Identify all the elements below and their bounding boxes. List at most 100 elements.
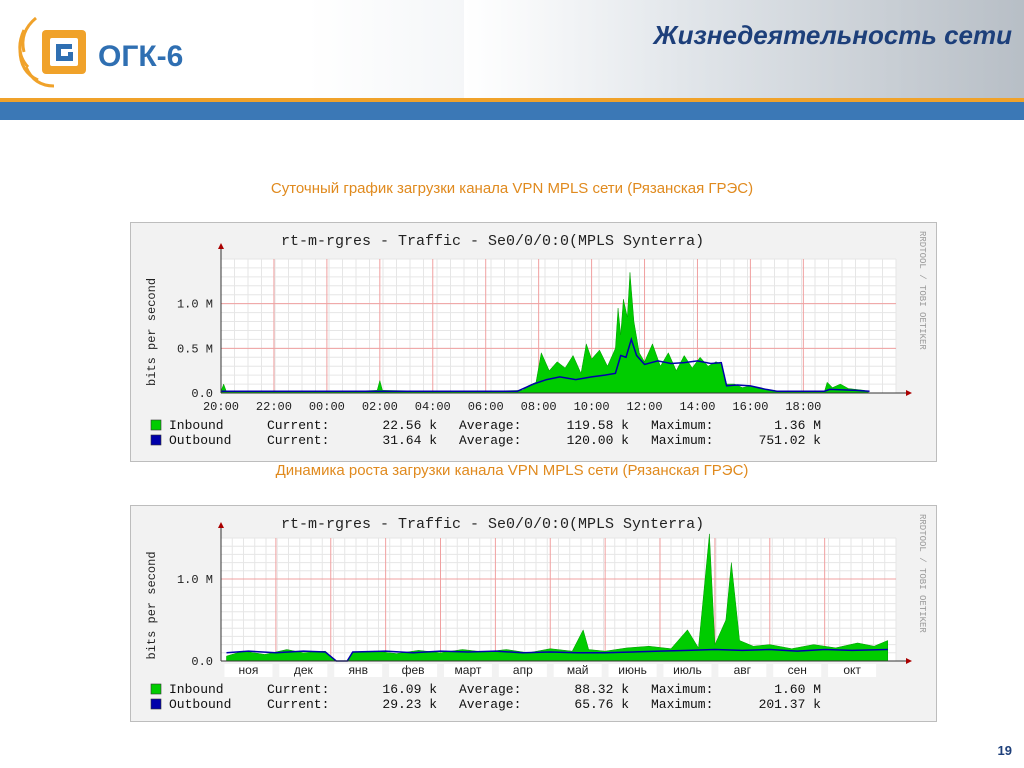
daily-traffic-chart-panel: rt-m-rgres - Traffic - Se0/0/0:0(MPLS Sy…	[130, 222, 937, 462]
x-tick-label: 16:00	[732, 400, 768, 414]
x-tick-label: 00:00	[309, 400, 345, 414]
series-outbound-line	[226, 648, 888, 662]
x-tick-label: 14:00	[679, 400, 715, 414]
page-title: Жизнедеятельность сети	[653, 20, 1013, 50]
x-axis-arrow	[906, 658, 912, 664]
x-tick-label-bg	[389, 664, 438, 677]
growth-traffic-chart: rt-m-rgres - Traffic - Se0/0/0:0(MPLS Sy…	[145, 514, 927, 712]
x-tick-label: сен	[788, 663, 807, 677]
x-tick-label: 18:00	[785, 400, 821, 414]
legend-text: Average:	[459, 418, 521, 433]
x-tick-label: 22:00	[256, 400, 292, 414]
x-tick-label: 10:00	[574, 400, 610, 414]
y-axis-arrow	[218, 243, 224, 249]
x-tick-label: ноя	[239, 663, 259, 677]
x-tick-label-bg	[498, 664, 547, 677]
x-tick-label: апр	[513, 663, 533, 677]
x-tick-label-bg	[663, 664, 712, 677]
y-axis-label: bits per second	[145, 551, 159, 659]
legend-text: Average:	[459, 433, 521, 448]
x-tick-label: 20:00	[203, 400, 239, 414]
x-tick-label: 02:00	[362, 400, 398, 414]
x-axis-arrow	[906, 390, 912, 396]
page-number: 19	[997, 743, 1012, 758]
logo-graphic: ОГК-6	[18, 16, 183, 88]
legend-text: 1.36 M	[774, 418, 821, 433]
x-tick-label-bg	[443, 664, 492, 677]
header-rule-blue	[0, 102, 1024, 120]
legend-text: 16.09 k	[382, 682, 437, 697]
legend-text: Maximum:	[651, 682, 713, 697]
x-tick-label-bg	[828, 664, 877, 677]
y-tick-label: 1.0 M	[177, 573, 213, 587]
legend-text: 88.32 k	[574, 682, 629, 697]
rrdtool-side-label: RRDTOOL / TOBI OETIKER	[917, 514, 927, 633]
y-axis-arrow	[218, 522, 224, 528]
x-tick-label: фев	[402, 663, 425, 677]
legend-text: Inbound	[169, 418, 224, 433]
x-tick-label: дек	[294, 663, 314, 677]
x-tick-label: 06:00	[468, 400, 504, 414]
chart-title: rt-m-rgres - Traffic - Se0/0/0:0(MPLS Sy…	[281, 516, 704, 533]
x-tick-label-bg	[608, 664, 657, 677]
x-tick-label: март	[455, 663, 482, 677]
legend-text: Maximum:	[651, 697, 713, 712]
company-logo: ОГК-6	[14, 12, 224, 90]
x-tick-label: 08:00	[521, 400, 557, 414]
logo-text: ОГК-6	[98, 40, 183, 73]
legend-text: 29.23 k	[382, 697, 437, 712]
legend-text: 201.37 k	[759, 697, 822, 712]
legend-text: 65.76 k	[574, 697, 629, 712]
x-tick-label-bg	[334, 664, 383, 677]
legend-swatch-outbound	[150, 698, 162, 710]
legend-text: Current:	[267, 682, 329, 697]
x-tick-label-bg	[224, 664, 273, 677]
legend-text: Outbound	[169, 433, 231, 448]
daily-traffic-chart: rt-m-rgres - Traffic - Se0/0/0:0(MPLS Sy…	[145, 231, 927, 448]
rrdtool-side-label: RRDTOOL / TOBI OETIKER	[917, 231, 927, 350]
y-tick-label: 0.5 M	[177, 342, 213, 356]
x-tick-label: июнь	[618, 663, 647, 677]
y-axis-label: bits per second	[145, 278, 159, 386]
legend-text: Average:	[459, 682, 521, 697]
x-tick-label: янв	[348, 663, 368, 677]
y-tick-label: 0.0	[191, 387, 213, 401]
legend-swatch-outbound	[150, 434, 162, 446]
legend-swatch-inbound	[150, 683, 162, 695]
growth-chart-caption: Динамика роста загрузки канала VPN MPLS …	[275, 462, 749, 479]
x-tick-label-bg	[279, 664, 328, 677]
chart-title: rt-m-rgres - Traffic - Se0/0/0:0(MPLS Sy…	[281, 233, 704, 250]
legend-text: Current:	[267, 418, 329, 433]
legend-text: Current:	[267, 697, 329, 712]
x-tick-label: май	[567, 663, 589, 677]
legend-text: Maximum:	[651, 433, 713, 448]
x-tick-label: 04:00	[415, 400, 451, 414]
x-tick-label: авг	[734, 663, 752, 677]
x-tick-label: июль	[673, 663, 702, 677]
legend-text: 31.64 k	[382, 433, 437, 448]
legend-text: 751.02 k	[759, 433, 822, 448]
header-rule-orange	[0, 98, 1024, 102]
legend-text: Outbound	[169, 697, 231, 712]
x-tick-label-bg	[718, 664, 767, 677]
x-tick-label-bg	[773, 664, 822, 677]
x-tick-label: окт	[843, 663, 861, 677]
legend-text: 120.00 k	[567, 433, 630, 448]
legend-text: Average:	[459, 697, 521, 712]
legend-text: Current:	[267, 433, 329, 448]
y-tick-label: 0.0	[191, 655, 213, 669]
growth-traffic-chart-panel: rt-m-rgres - Traffic - Se0/0/0:0(MPLS Sy…	[130, 505, 937, 722]
legend-text: 119.58 k	[567, 418, 630, 433]
x-tick-label: 12:00	[627, 400, 663, 414]
legend-text: Maximum:	[651, 418, 713, 433]
legend-text: 22.56 k	[382, 418, 437, 433]
series-outbound-line	[221, 336, 870, 392]
y-tick-label: 1.0 M	[177, 298, 213, 312]
legend-swatch-inbound	[150, 419, 162, 431]
header-photo-banner	[464, 0, 1024, 100]
daily-chart-caption: Суточный график загрузки канала VPN MPLS…	[270, 180, 754, 197]
legend-text: Inbound	[169, 682, 224, 697]
x-tick-label-bg	[553, 664, 602, 677]
header: ОГК-6 Жизнедеятельность сети	[0, 0, 1024, 100]
legend-text: 1.60 M	[774, 682, 821, 697]
